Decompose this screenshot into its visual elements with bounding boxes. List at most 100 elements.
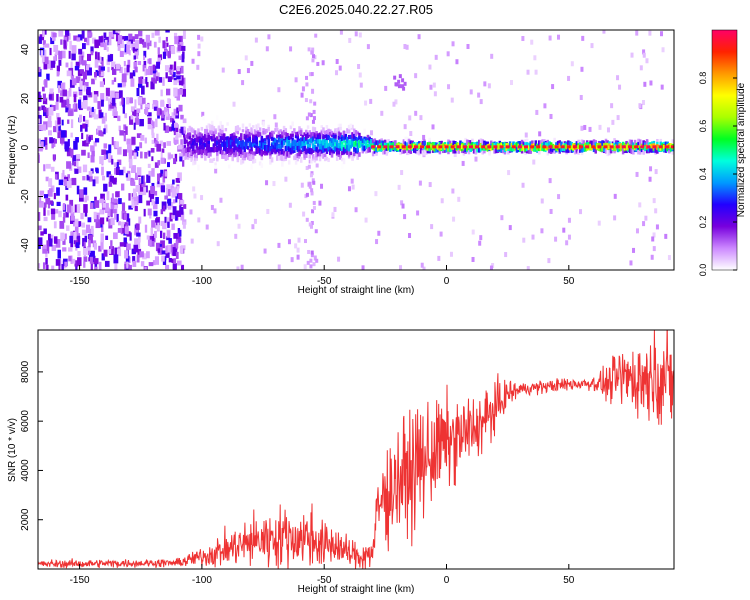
heatmap-cell xyxy=(156,107,162,116)
heatmap-cell xyxy=(122,36,126,41)
heatmap-cell xyxy=(346,143,349,148)
heatmap-cell xyxy=(100,217,105,225)
heatmap-cell xyxy=(296,254,300,260)
heatmap-cell xyxy=(221,129,224,134)
heatmap-cell xyxy=(642,221,646,227)
heatmap-cell xyxy=(269,134,272,139)
heatmap-cell xyxy=(147,208,152,216)
heatmap-cell xyxy=(272,148,276,153)
heatmap-cell xyxy=(332,145,335,151)
heatmap-cell xyxy=(279,129,282,133)
heatmap-cell xyxy=(241,140,245,145)
heatmap-cell xyxy=(246,68,250,74)
heatmap-cell xyxy=(241,158,245,164)
heatmap-cell xyxy=(548,141,551,148)
heatmap-cell xyxy=(350,178,354,184)
heatmap-cell xyxy=(638,139,642,146)
heatmap-cell xyxy=(183,126,187,132)
heatmap-cell xyxy=(53,154,56,162)
heatmap-cell xyxy=(126,213,130,222)
heatmap-cell xyxy=(77,257,82,267)
heatmap-cell xyxy=(621,146,625,152)
heatmap-cell xyxy=(124,250,129,259)
heatmap-cell xyxy=(71,45,77,54)
heatmap-cell xyxy=(329,139,332,145)
heatmap-cell xyxy=(606,127,610,133)
heatmap-cell xyxy=(253,129,257,135)
heatmap-cell xyxy=(453,152,457,158)
heatmap-cell xyxy=(394,140,397,147)
heatmap-cell xyxy=(71,52,76,61)
heatmap-cell xyxy=(93,258,99,265)
heatmap-cell xyxy=(63,212,67,218)
heatmap-cell xyxy=(86,89,91,95)
heatmap-cell xyxy=(90,155,95,163)
heatmap-cell xyxy=(214,168,218,174)
heatmap-cell xyxy=(553,148,556,152)
heatmap-cell xyxy=(136,108,141,113)
heatmap-cell xyxy=(294,77,298,83)
heatmap-cell xyxy=(250,131,253,136)
heatmap-cell xyxy=(413,145,418,149)
heatmap-cell xyxy=(431,142,435,148)
heatmap-cell xyxy=(173,61,177,71)
heatmap-cell xyxy=(124,226,129,235)
heatmap-cell xyxy=(205,129,209,136)
heatmap-cell xyxy=(205,133,209,138)
heatmap-cell xyxy=(368,137,371,141)
heatmap-cell xyxy=(115,141,119,148)
heatmap-cell xyxy=(347,124,351,130)
x-tick-label: -100 xyxy=(192,575,212,586)
heatmap-cell xyxy=(332,134,335,140)
heatmap-cell xyxy=(94,71,97,78)
heatmap-cell xyxy=(145,185,148,193)
heatmap-cell xyxy=(155,118,158,128)
heatmap-cell xyxy=(188,154,192,158)
heatmap-cell xyxy=(335,150,339,155)
heatmap-cell xyxy=(649,166,653,172)
heatmap-cell xyxy=(81,30,85,39)
heatmap-cell xyxy=(192,145,195,151)
heatmap-cell xyxy=(66,161,72,169)
heatmap-cell xyxy=(483,81,487,87)
heatmap-cell xyxy=(428,140,431,144)
heatmap-cell xyxy=(115,166,120,176)
heatmap-cell xyxy=(420,262,424,268)
heatmap-cell xyxy=(151,198,155,206)
heatmap-cell xyxy=(333,206,337,212)
heatmap-cell xyxy=(232,101,236,107)
heatmap-cell xyxy=(646,145,651,149)
heatmap-cell xyxy=(56,71,60,77)
heatmap-cell xyxy=(97,52,100,61)
heatmap-cell xyxy=(133,122,136,130)
heatmap-cell xyxy=(260,138,264,145)
heatmap-cell xyxy=(488,151,491,156)
heatmap-cell xyxy=(164,171,168,177)
heatmap-cell xyxy=(101,166,104,176)
heatmap-cell xyxy=(296,145,300,151)
heatmap-cell xyxy=(652,246,656,252)
heatmap-cell xyxy=(238,127,241,131)
heatmap-cell xyxy=(567,75,571,81)
heatmap-cell xyxy=(132,188,137,198)
heatmap-cell xyxy=(130,115,134,120)
heatmap-cell xyxy=(68,87,72,97)
heatmap-cell xyxy=(193,139,197,144)
heatmap-cell xyxy=(583,124,587,130)
heatmap-cell xyxy=(546,143,550,150)
heatmap-cell xyxy=(144,137,147,144)
heatmap-cell xyxy=(459,140,462,147)
heatmap-cell xyxy=(133,152,137,160)
heatmap-cell xyxy=(73,94,77,103)
heatmap-cell xyxy=(270,148,274,155)
heatmap-cell xyxy=(613,138,616,145)
heatmap-cell xyxy=(603,143,606,147)
heatmap-cell xyxy=(411,140,414,145)
heatmap-cell xyxy=(412,148,416,153)
heatmap-cell xyxy=(471,147,474,151)
heatmap-cell xyxy=(100,93,105,102)
heatmap-cell xyxy=(366,143,370,149)
heatmap-cell xyxy=(146,174,151,183)
heatmap-cell xyxy=(224,143,228,148)
heatmap-cell xyxy=(134,50,139,59)
